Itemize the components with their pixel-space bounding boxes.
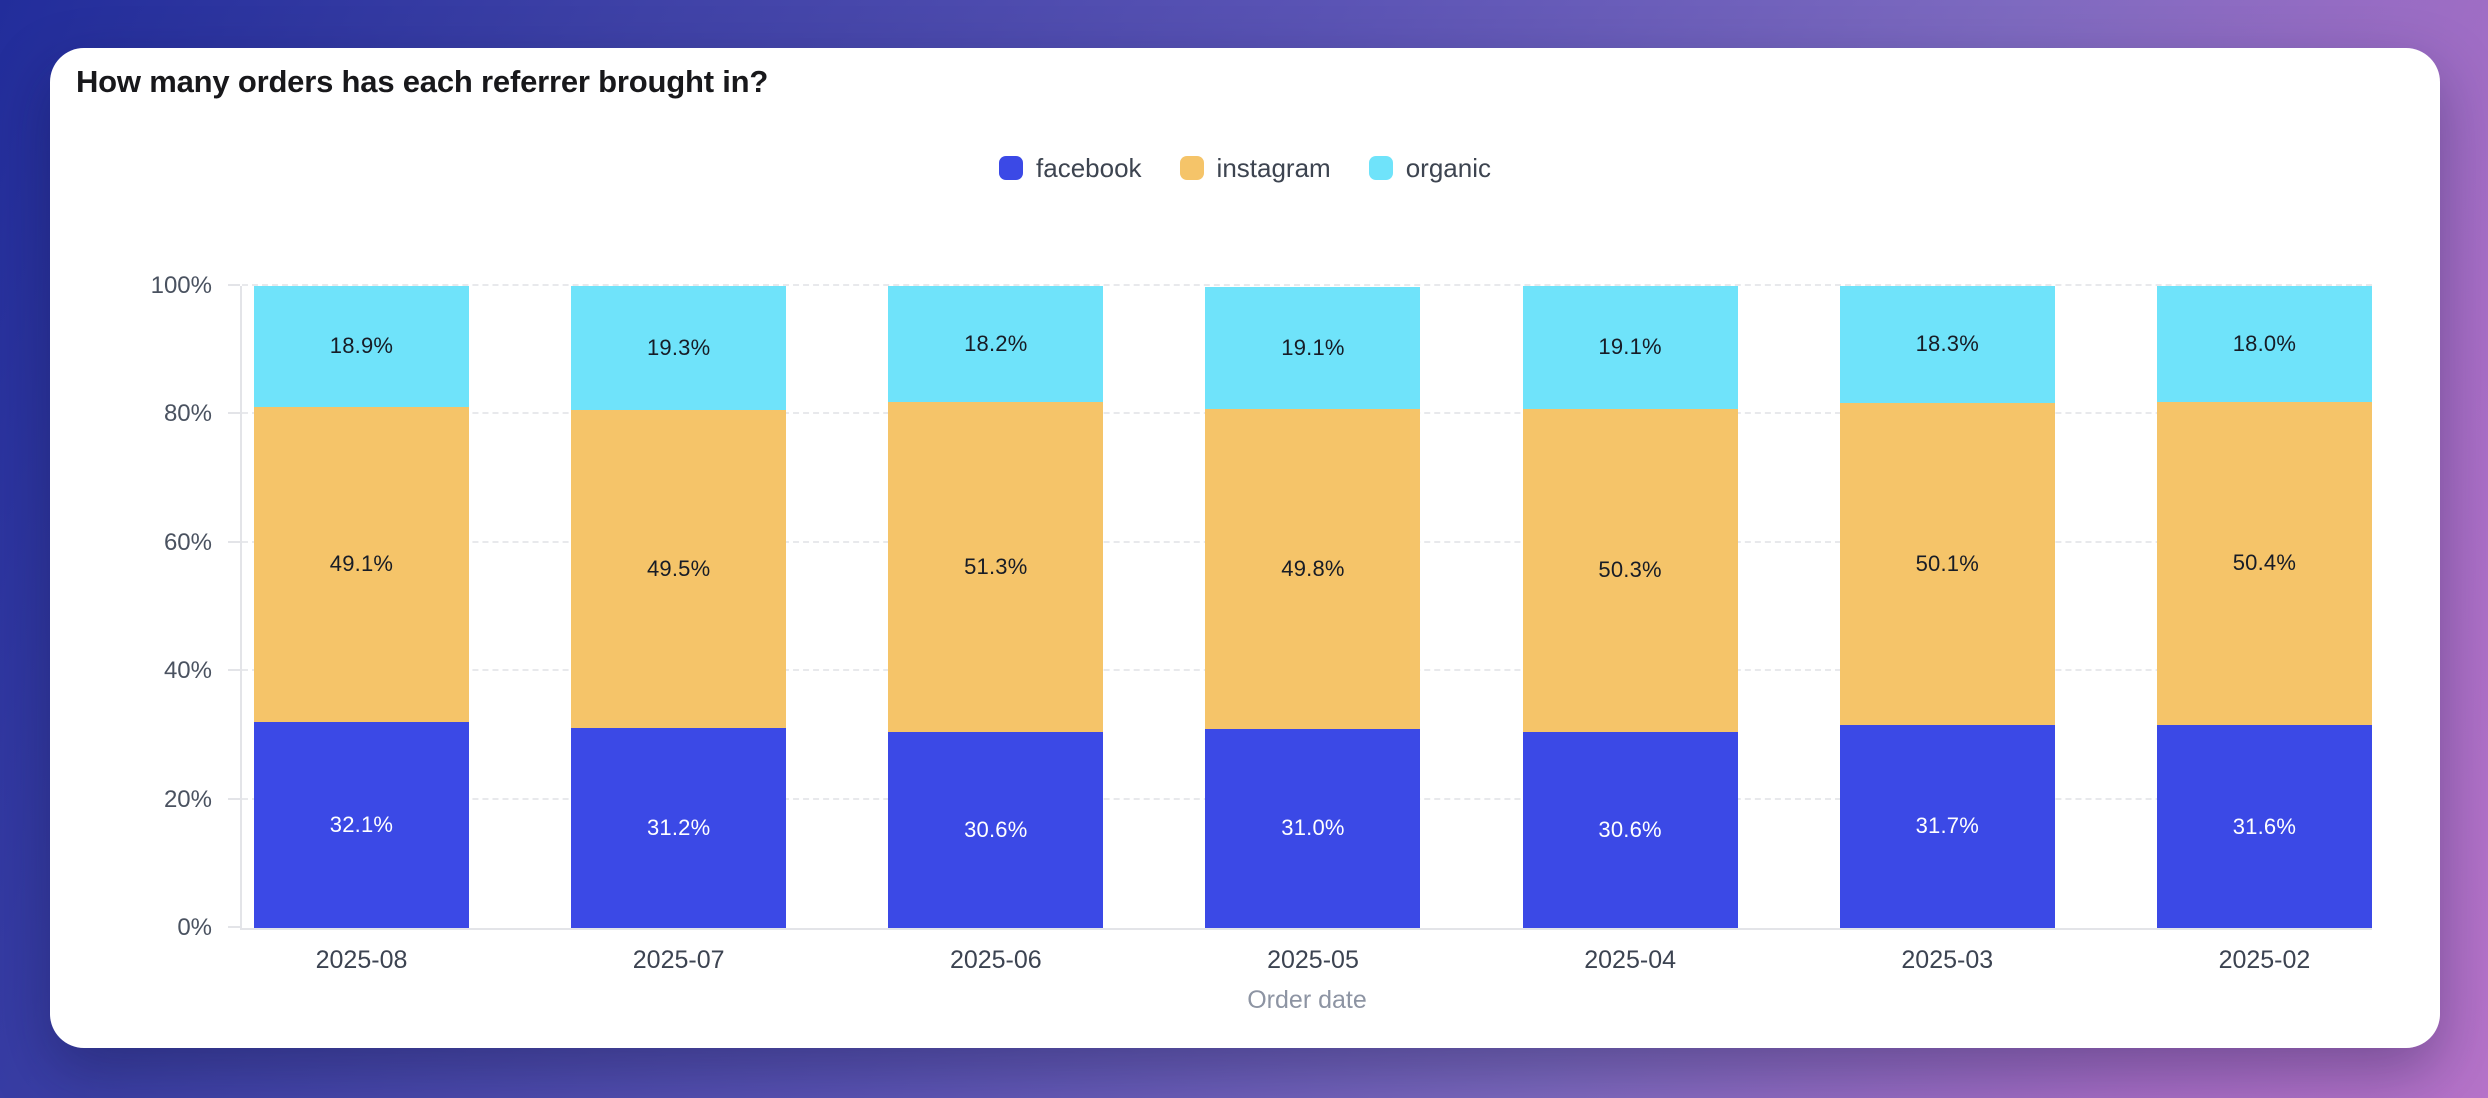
bar-2025-02: 31.6% 50.4% 18.0% <box>2156 286 2372 928</box>
bar-segment-instagram[interactable]: 49.8% <box>1205 409 1421 729</box>
bar-segment-instagram[interactable]: 50.3% <box>1522 408 1738 732</box>
bar-segment-instagram[interactable]: 50.1% <box>1839 402 2055 725</box>
chart-card: How many orders has each referrer brough… <box>50 48 2440 1048</box>
gridline-100 <box>242 284 2372 286</box>
bar-segment-facebook[interactable]: 31.2% <box>571 727 787 928</box>
bar-value-label: 32.1% <box>329 811 394 837</box>
bar-value-label: 18.0% <box>2232 330 2297 356</box>
bar-2025-08: 32.1% 49.1% 18.9% <box>254 286 469 928</box>
legend-item-label: instagram <box>1216 152 1331 183</box>
bar-value-label: 50.3% <box>1598 557 1662 583</box>
bar-segment-facebook[interactable]: 30.6% <box>888 731 1104 928</box>
bar-segment-instagram[interactable]: 49.5% <box>571 409 787 728</box>
bar-segment-facebook[interactable]: 31.6% <box>2156 725 2372 928</box>
x-axis-tick-label: 2025-06 <box>949 946 1042 974</box>
x-axis-tick-label: 2025-04 <box>1584 946 1676 974</box>
bar-value-label: 18.9% <box>329 333 394 359</box>
y-axis-tick <box>228 669 240 672</box>
bar-value-label: 30.6% <box>1598 816 1662 842</box>
bar-value-label: 49.1% <box>329 551 394 577</box>
bar-value-label: 31.2% <box>646 814 711 840</box>
bar-segment-organic[interactable]: 18.3% <box>1839 286 2055 403</box>
bar-2025-06: 30.6% 51.3% 18.2% <box>888 286 1104 928</box>
bar-value-label: 19.1% <box>1281 334 1345 360</box>
bar-value-label: 50.4% <box>2232 550 2297 576</box>
x-axis-title: Order date <box>1247 986 1367 1014</box>
legend-swatch-instagram <box>1179 156 1204 180</box>
x-axis-tick-label: 2025-03 <box>1901 946 1994 974</box>
bar-segment-instagram[interactable]: 51.3% <box>888 402 1104 732</box>
legend-swatch-facebook <box>999 156 1024 180</box>
bar-segment-organic[interactable]: 18.0% <box>2156 286 2372 402</box>
legend-item-instagram[interactable]: instagram <box>1179 152 1331 184</box>
y-axis-tick-label: 40% <box>163 657 212 685</box>
y-axis-tick <box>228 797 240 800</box>
bar-segment-organic[interactable]: 19.1% <box>1205 286 1421 410</box>
bar-segment-facebook[interactable]: 31.7% <box>1839 724 2055 928</box>
bar-2025-04: 30.6% 50.3% 19.1% <box>1522 286 1738 928</box>
y-axis-tick <box>228 540 240 543</box>
bar-value-label: 51.3% <box>964 553 1028 579</box>
bar-value-label: 31.6% <box>2232 813 2297 839</box>
bars-layer: 32.1% 49.1% 18.9% 31.2% 49.5% 19.3% 30.6% 51.3%… <box>242 286 2372 928</box>
y-axis-tick <box>228 284 240 286</box>
legend-swatch-organic <box>1368 156 1393 180</box>
bar-segment-facebook[interactable]: 32.1% <box>254 721 469 928</box>
bar-segment-organic[interactable]: 18.9% <box>254 286 469 407</box>
legend-item-label: facebook <box>1036 152 1142 183</box>
bar-value-label: 31.0% <box>1281 815 1345 841</box>
bar-value-label: 50.1% <box>1915 550 1979 576</box>
bar-segment-facebook[interactable]: 30.6% <box>1522 731 1738 928</box>
legend-item-organic[interactable]: organic <box>1368 152 1491 184</box>
bar-value-label: 31.7% <box>1915 813 1979 839</box>
bar-segment-organic[interactable]: 19.1% <box>1522 286 1738 409</box>
x-axis-tick-label: 2025-02 <box>2218 946 2311 974</box>
plot-area: 0% 20% 40% 60% 80% 100% 32.1% 49.1% 18.9% 31.2% 4… <box>151 272 2372 1014</box>
bar-segment-instagram[interactable]: 49.1% <box>254 406 469 722</box>
y-axis-tick-label: 80% <box>163 400 212 428</box>
x-axis-tick-label: 2025-05 <box>1267 946 1359 974</box>
bar-value-label: 30.6% <box>964 816 1028 842</box>
y-axis-tick-label: 60% <box>163 528 212 556</box>
x-axis-labels: 2025-08 2025-07 2025-06 2025-05 2025-04 2025-… <box>242 928 2372 975</box>
bar-value-label: 18.2% <box>964 330 1028 356</box>
bar-2025-03: 31.7% 50.1% 18.3% <box>1839 286 2055 928</box>
legend-item-label: organic <box>1405 152 1491 183</box>
bar-2025-05: 31.0% 49.8% 19.1% <box>1205 286 1421 928</box>
bar-2025-07: 31.2% 49.5% 19.3% <box>571 286 787 928</box>
legend-item-facebook[interactable]: facebook <box>999 153 1142 184</box>
y-axis-tick-label: 0% <box>177 914 212 941</box>
y-axis-tick-label: 20% <box>163 785 212 813</box>
bar-segment-organic[interactable]: 18.2% <box>888 286 1104 403</box>
y-axis-tick-label: 100% <box>150 272 212 299</box>
bar-value-label: 19.3% <box>646 334 711 360</box>
bar-segment-organic[interactable]: 19.3% <box>571 286 787 410</box>
bar-segment-instagram[interactable]: 50.4% <box>2156 401 2372 726</box>
bar-segment-facebook[interactable]: 31.0% <box>1205 728 1421 928</box>
y-axis-tick <box>228 412 240 415</box>
y-axis-tick <box>228 926 240 928</box>
bar-value-label: 18.3% <box>1915 331 1979 357</box>
chart-title: How many orders has each referrer brough… <box>76 64 769 99</box>
x-axis-tick-label: 2025-07 <box>632 946 725 974</box>
legend: facebook instagram organic <box>50 144 2440 192</box>
x-axis-tick-label: 2025-08 <box>315 946 408 974</box>
bar-value-label: 49.8% <box>1281 556 1345 582</box>
bar-value-label: 19.1% <box>1598 334 1662 360</box>
bar-value-label: 49.5% <box>646 555 711 581</box>
